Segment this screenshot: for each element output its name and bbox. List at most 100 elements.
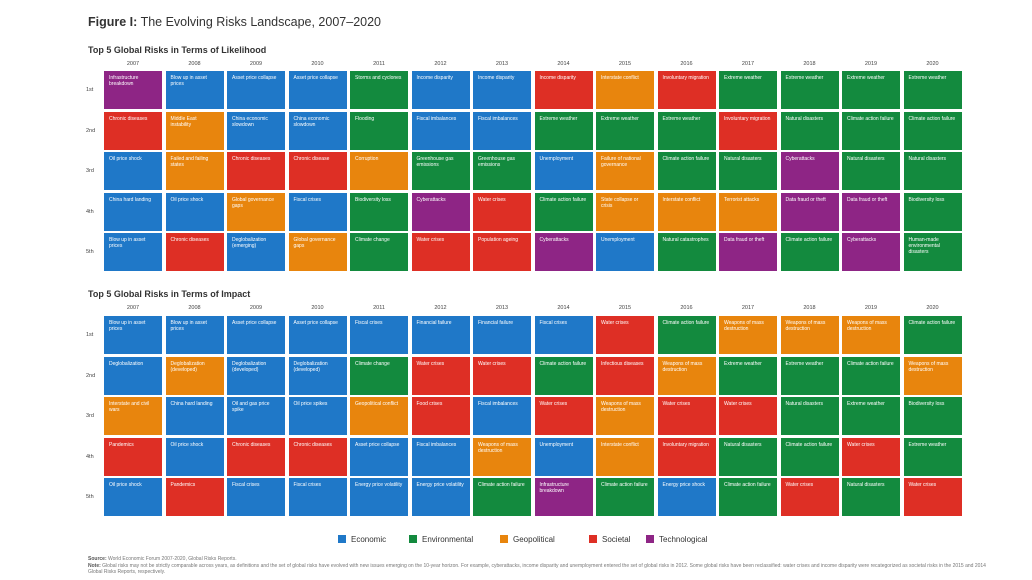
legend-label-geopolitical: Geopolitical xyxy=(513,535,555,544)
impact-risk-cell: Weapons of mass destruction xyxy=(596,397,654,435)
impact-risk-cell: Climate change xyxy=(350,356,408,395)
likelihood-rank-5th: 5th xyxy=(86,249,94,255)
impact-risk-cell: Deglobalization (developed) xyxy=(165,356,224,395)
impact-risk-cell: Climate action failure xyxy=(657,316,716,354)
impact-year-2014: 2014 xyxy=(557,305,570,311)
likelihood-risk-cell: Asset price collapse xyxy=(227,71,285,109)
impact-risk-cell: Blow up in asset prices xyxy=(165,316,224,354)
impact-risk-cell: Climate action failure xyxy=(842,356,900,395)
impact-risk-cell: Geopolitical conflict xyxy=(350,397,408,435)
likelihood-risk-cell: Income disparity xyxy=(534,71,593,109)
impact-risk-cell: Oil and gas price spike xyxy=(227,397,285,435)
impact-risk-cell: Oil price shock xyxy=(104,478,162,516)
likelihood-risk-cell: State collapse or crisis xyxy=(596,192,654,231)
likelihood-risk-cell: Extreme weather xyxy=(657,111,716,150)
likelihood-risk-cell: Global governance gaps xyxy=(227,192,285,231)
likelihood-risk-cell: Greenhouse gas emissions xyxy=(411,152,470,190)
likelihood-risk-cell: Terrorist attacks xyxy=(719,192,777,231)
impact-risk-cell: Infectious diseases xyxy=(596,356,654,395)
impact-risk-cell: Deglobalization xyxy=(104,356,162,395)
likelihood-risk-cell: Climate action failure xyxy=(780,233,839,271)
likelihood-risk-cell: Data fraud or theft xyxy=(842,192,900,231)
impact-year-2009: 2009 xyxy=(249,305,263,311)
likelihood-year-2014: 2014 xyxy=(557,61,570,67)
likelihood-risk-cell: Flooding xyxy=(350,111,408,150)
legend-label-environmental: Environmental xyxy=(422,535,474,544)
likelihood-risk-cell: Unemployment xyxy=(534,152,593,190)
impact-rank-4th: 4th xyxy=(86,453,94,460)
impact-risk-cell: Fiscal imbalances xyxy=(473,397,531,435)
likelihood-risk-cell: Interstate conflict xyxy=(596,71,654,109)
legend-label-technological: Technological xyxy=(659,535,708,544)
likelihood-year-2007: 2007 xyxy=(126,61,140,67)
impact-risk-cell: Asset price collapse xyxy=(350,437,408,476)
note-label: Note: xyxy=(88,562,101,569)
impact-year-2008: 2008 xyxy=(188,305,201,311)
impact-risk-cell: Asset price collapse xyxy=(288,316,347,354)
likelihood-risk-cell: Natural catastrophes xyxy=(657,233,716,271)
likelihood-year-2015: 2015 xyxy=(618,61,632,67)
impact-rank-5th: 5th xyxy=(86,494,94,500)
impact-risk-cell: Energy price volatility xyxy=(350,478,408,516)
likelihood-rank-4th: 4th xyxy=(86,208,94,215)
notes: Source: World Economic Forum 2007-2020, … xyxy=(88,556,988,576)
impact-risk-cell: Unemployment xyxy=(534,437,593,476)
likelihood-risk-cell: Cyberattacks xyxy=(842,233,900,271)
likelihood-risk-cell: Chronic disease xyxy=(288,152,347,190)
figure-title-text: The Evolving Risks Landscape, 2007–2020 xyxy=(140,15,381,29)
likelihood-year-2008: 2008 xyxy=(188,61,201,67)
impact-year-2007: 2007 xyxy=(126,305,140,311)
impact-risk-cell: Asset price collapse xyxy=(227,316,285,354)
impact-rank-1st: 1st xyxy=(86,332,94,338)
impact-risk-cell: Extreme weather xyxy=(719,356,777,395)
impact-risk-cell: Climate action failure xyxy=(534,356,593,395)
impact-year-2015: 2015 xyxy=(618,305,632,311)
impact-risk-cell: Fiscal crises xyxy=(227,478,285,516)
impact-risk-cell: Water crises xyxy=(780,478,839,516)
likelihood-risk-cell: Climate action failure xyxy=(657,152,716,190)
impact-risk-cell: Pandemics xyxy=(165,478,224,516)
likelihood-risk-cell: Natural disasters xyxy=(719,152,777,190)
impact-risk-cell: Weapons of mass destruction xyxy=(473,437,531,476)
legend-swatch-environmental xyxy=(409,535,417,543)
impact-risk-cell: Fiscal crises xyxy=(350,316,408,354)
likelihood-risk-cell: China economic slowdown xyxy=(288,111,347,150)
legend-label-economic: Economic xyxy=(351,535,387,544)
impact-risk-cell: Fiscal crises xyxy=(534,316,593,354)
likelihood-risk-cell: Climate change xyxy=(350,233,408,271)
impact-risk-cell: Water crises xyxy=(534,397,593,435)
likelihood-risk-cell: Oil price shock xyxy=(104,152,162,190)
figure-title: Figure I: The Evolving Risks Landscape, … xyxy=(88,15,381,29)
likelihood-year-2013: 2013 xyxy=(495,61,509,67)
impact-risk-cell: China hard landing xyxy=(165,397,224,435)
impact-rank-3rd: 3rd xyxy=(86,413,94,419)
likelihood-risk-cell: Middle East instability xyxy=(165,111,224,150)
impact-risk-cell: Water crises xyxy=(411,356,470,395)
likelihood-risk-cell: Fiscal imbalances xyxy=(473,111,531,150)
likelihood-risk-cell: Unemployment xyxy=(596,233,654,271)
likelihood-risk-cell: Extreme weather xyxy=(903,71,962,109)
likelihood-risk-cell: Blow up in asset prices xyxy=(165,71,224,109)
likelihood-rank-1st: 1st xyxy=(86,87,94,93)
impact-risk-cell: Chronic diseases xyxy=(288,437,347,476)
likelihood-risk-cell: Deglobalization (emerging) xyxy=(227,233,285,271)
likelihood-risk-cell: China hard landing xyxy=(104,192,162,231)
likelihood-risk-cell: Extreme weather xyxy=(842,71,900,109)
impact-year-2018: 2018 xyxy=(803,305,816,311)
likelihood-rank-3rd: 3rd xyxy=(86,168,94,174)
impact-risk-cell: Weapons of mass destruction xyxy=(780,316,839,354)
impact-risk-cell: Water crises xyxy=(842,437,900,476)
likelihood-risk-cell: Chronic diseases xyxy=(165,233,224,271)
likelihood-year-2016: 2016 xyxy=(680,61,693,67)
impact-risk-cell: Weapons of mass destruction xyxy=(719,316,777,354)
likelihood-risk-cell: Population ageing xyxy=(473,233,531,271)
impact-risk-cell: Biodiversity loss xyxy=(903,397,962,435)
likelihood-risk-cell: Chronic diseases xyxy=(104,111,162,150)
likelihood-risk-cell: Extreme weather xyxy=(596,111,654,150)
impact-risk-cell: Extreme weather xyxy=(780,356,839,395)
likelihood-risk-cell: Extreme weather xyxy=(534,111,593,150)
impact-risk-cell: Water crises xyxy=(473,356,531,395)
legend-item-technological: Technological xyxy=(646,535,707,544)
likelihood-risk-cell: Greenhouse gas emissions xyxy=(473,152,531,190)
likelihood-risk-cell: Natural disasters xyxy=(780,111,839,150)
